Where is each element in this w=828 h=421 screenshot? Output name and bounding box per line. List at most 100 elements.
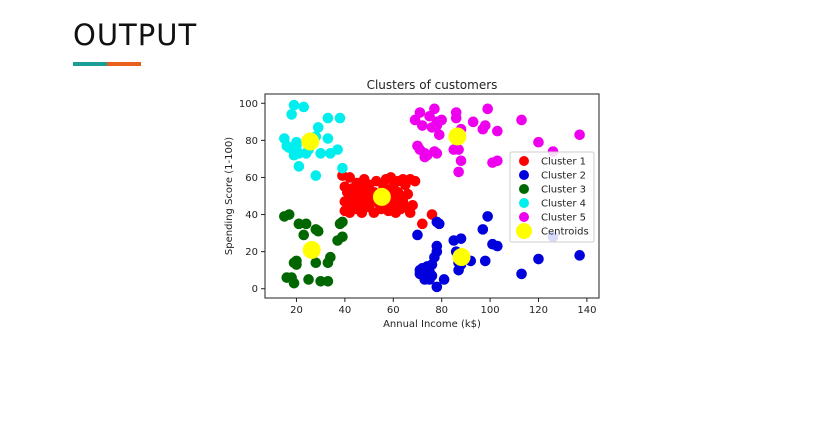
data-point [433,129,445,141]
data-point [315,276,326,287]
x-axis-ticks: 20 40 60 80 100 120 140 [290,298,596,316]
data-point [312,122,324,133]
underline-orange-segment [107,62,141,66]
data-point [337,231,348,243]
data-point [407,199,418,211]
y-tick-label: 60 [245,173,258,184]
legend-label: Cluster 1 [541,157,586,168]
legend-label: Cluster 5 [541,213,586,224]
centroid-point [448,127,467,146]
data-point [455,155,467,167]
y-tick-label: 100 [239,99,258,110]
y-tick-label: 20 [245,247,258,258]
data-point [453,166,464,178]
data-point [417,218,428,230]
legend: Cluster 1 Cluster 2 Cluster 3 Cluster 4 Clus… [509,151,595,243]
data-point [516,268,527,280]
data-point [293,218,305,230]
data-point [492,155,503,167]
data-point [332,144,343,155]
page-title: OUTPUT [73,18,198,52]
data-point [431,240,443,252]
plot-frame [264,93,600,299]
data-point [479,255,491,267]
data-point [286,109,297,120]
data-point [283,209,295,220]
data-point [492,240,503,252]
x-tick-label: 80 [435,305,448,316]
data-point [492,125,503,137]
data-point [533,136,544,148]
data-point [417,120,428,131]
x-axis-label: Annual Income (k$) [383,319,481,330]
chart-title: Clusters of customers [367,78,498,92]
data-point [337,162,348,174]
data-point [356,207,368,218]
data-point [482,211,493,222]
legend-marker [519,170,529,180]
data-point [402,188,414,200]
data-point [436,114,447,126]
legend-marker [519,198,529,208]
title-underline [73,62,141,66]
legend-marker [519,184,529,194]
centroid-point [372,187,391,206]
data-point [431,148,443,159]
data-point [450,112,462,124]
legend-label: Cluster 4 [541,199,586,210]
data-point [412,229,423,241]
data-point [433,218,445,230]
legend-marker [519,212,529,222]
data-point [426,270,438,282]
data-point [312,225,324,237]
y-axis-ticks: 0 20 40 60 80 100 [239,99,265,295]
data-point [574,250,585,261]
data-point [429,103,440,115]
data-point [574,129,585,141]
data-point [288,277,300,289]
legend-marker [516,223,532,239]
y-tick-label: 80 [245,136,258,147]
data-point [315,148,326,159]
data-point [479,120,491,131]
data-point [431,281,443,293]
data-point [293,161,305,172]
data-point [455,233,467,244]
x-tick-label: 120 [529,305,548,316]
data-point [334,112,346,124]
data-point [371,175,382,187]
legend-label: Cluster 3 [541,185,586,196]
data-point [325,251,336,263]
x-tick-label: 100 [481,305,500,316]
data-point [414,107,426,118]
x-tick-label: 40 [339,305,352,316]
data-point [482,103,493,115]
data-point [467,116,479,128]
data-point [298,229,310,241]
data-point [453,144,464,155]
centroid-point [301,132,320,151]
data-point [516,114,527,126]
data-point [300,218,312,230]
centroid-point [452,248,471,267]
data-point [533,253,544,265]
data-point [337,216,348,228]
data-point [322,276,334,287]
x-tick-label: 20 [290,305,303,316]
legend-marker [519,156,529,166]
chart-marks [279,99,585,293]
data-point [344,172,356,183]
data-point [409,175,421,187]
data-point [438,274,450,285]
legend-box [509,151,595,243]
y-tick-label: 40 [245,210,258,221]
y-axis-label: Spending Score (1-100) [224,137,235,255]
x-tick-label: 60 [387,305,400,316]
data-point [477,224,489,235]
data-point [298,101,310,113]
centroid-point [302,240,321,259]
data-point [322,133,334,144]
legend-label: Centroids [541,227,589,238]
data-point [303,274,314,285]
